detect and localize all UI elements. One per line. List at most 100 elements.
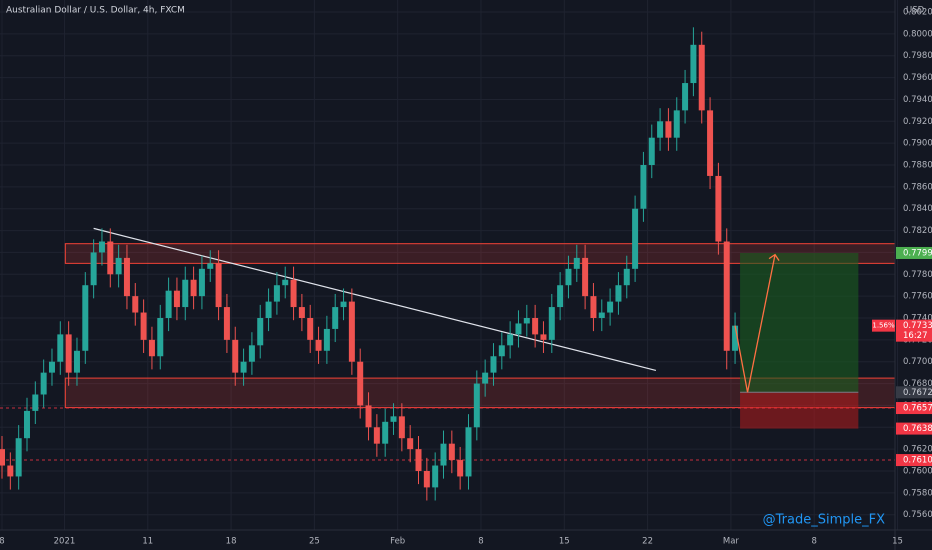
candle-body [540, 334, 547, 340]
candle-body [223, 307, 230, 340]
x-tick-label: 25 [309, 537, 320, 547]
x-tick-label: 8 [811, 537, 816, 547]
candle-body [432, 465, 439, 488]
x-tick-label: 15 [559, 537, 570, 547]
candle-body [148, 339, 155, 357]
candle-body [157, 318, 164, 357]
price-tag-label: 0.76576 [903, 404, 932, 414]
candle-body [523, 318, 530, 324]
candle-body [648, 137, 655, 166]
candle-body [473, 383, 480, 428]
price-tag [896, 454, 932, 467]
plot-area [0, 27, 896, 501]
candle-body [640, 165, 647, 209]
candle-body [123, 257, 130, 297]
candle-body [507, 334, 514, 346]
candle-body [207, 263, 214, 269]
price-tag [896, 402, 932, 415]
candle-body [315, 339, 322, 351]
candle-body [132, 296, 139, 313]
candle-body [682, 83, 689, 111]
last-price-label: 0.77330 [903, 321, 932, 331]
candle-body [348, 301, 355, 362]
candle-body [373, 427, 380, 444]
candle-body [7, 465, 14, 477]
x-tick-label: 15 [892, 537, 903, 547]
candle-body [257, 318, 264, 346]
candle-body [357, 361, 364, 406]
change-tag [872, 319, 895, 332]
price-tag-label: 0.76388 [903, 424, 932, 434]
candle-body [40, 372, 47, 395]
candle-body [290, 279, 297, 308]
candle-body [107, 241, 114, 275]
candle-body [482, 372, 489, 384]
candle-body [573, 257, 580, 269]
candle-body [623, 268, 630, 286]
change-label: 1.56% [872, 322, 895, 330]
loss-zone [740, 392, 859, 429]
candle-body [115, 257, 122, 275]
candle-body [57, 334, 64, 362]
candle-body [465, 427, 472, 477]
y-tick-label: 0.80200 [903, 8, 932, 18]
candle-body [723, 241, 730, 351]
x-tick-label: 11 [142, 537, 153, 547]
candle-body [248, 345, 255, 362]
candle-body [265, 301, 272, 318]
projection-arrow [734, 254, 776, 393]
chart-title: Australian Dollar / U.S. Dollar, 4h, FXC… [6, 6, 185, 16]
candle-body [23, 410, 30, 439]
candle-body [390, 416, 397, 422]
candle-body [232, 339, 239, 373]
x-tick-label: 8 [478, 537, 483, 547]
candle-body [557, 285, 564, 308]
candle-body [490, 356, 497, 373]
candle-body [273, 285, 280, 302]
price-tag [896, 246, 932, 259]
candle-body [215, 263, 222, 308]
candle-body [282, 279, 289, 286]
candle-body [173, 290, 180, 308]
candle-body [90, 252, 97, 286]
candle-body [423, 470, 430, 488]
candle-body [82, 285, 89, 351]
profit-zone [740, 252, 859, 393]
candle-body [515, 323, 522, 335]
trendline [93, 227, 657, 372]
candle-body [448, 443, 455, 461]
x-tick-label: 22 [642, 537, 653, 547]
candle-body [32, 394, 39, 411]
price-unit: USD [906, 6, 925, 16]
candle-body [532, 318, 539, 335]
candle-body [298, 307, 305, 318]
price-tag-label: 0.77995 [903, 248, 932, 258]
candle-body [607, 301, 614, 313]
candle-body [582, 257, 589, 297]
watermark: @Trade_Simple_FX [763, 513, 885, 528]
candle-body [548, 307, 555, 340]
x-tick-label: 8 [0, 537, 5, 547]
candle-body [407, 438, 414, 450]
candle-body [190, 279, 197, 297]
candle-body [48, 361, 55, 373]
candle-body [240, 361, 247, 373]
price-tag [896, 386, 932, 399]
candle-body [598, 312, 605, 318]
candle-body [382, 421, 389, 444]
candle-body [140, 312, 147, 340]
candle-body [565, 268, 572, 286]
